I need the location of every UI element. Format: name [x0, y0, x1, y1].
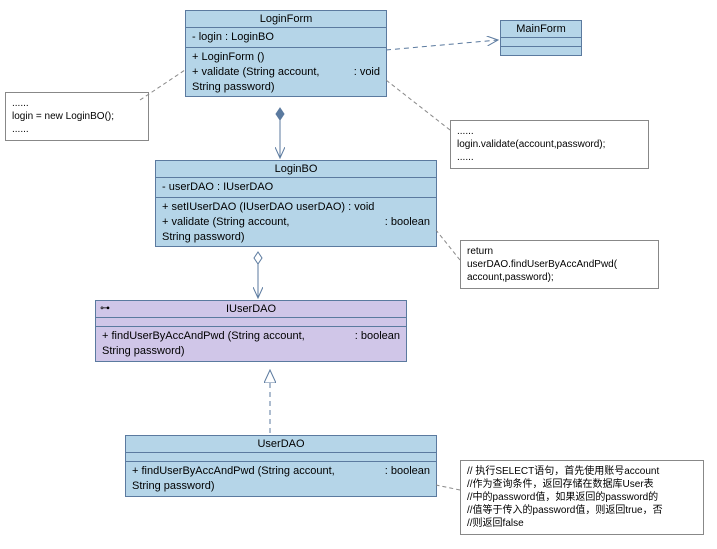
note-line: ...... [457, 151, 642, 164]
note-line: //中的password值，如果返回的password的 [467, 491, 697, 504]
class-userdao: UserDAO + findUserByAccAndPwd (String ac… [125, 435, 437, 497]
op-ret: : void [354, 65, 380, 80]
note-line: //值等于传入的password值，则返回true，否 [467, 504, 697, 517]
class-title: UserDAO [126, 436, 436, 453]
note-line: account,password); [467, 271, 652, 284]
note-line: // 执行SELECT语句，首先使用账号account [467, 465, 697, 478]
note-login-validate: ...... login.validate(account,password);… [450, 120, 649, 169]
op-text: + validate (String account, [192, 66, 320, 78]
note-return-userdao: return userDAO.findUserByAccAndPwd( acco… [460, 240, 659, 289]
empty-ops [501, 47, 581, 55]
note-line: login = new LoginBO(); [12, 110, 142, 123]
class-title: MainForm [501, 21, 581, 38]
note-line: ...... [12, 123, 142, 136]
class-loginform: LoginForm - login : LoginBO + LoginForm … [185, 10, 387, 97]
op-text: + findUserByAccAndPwd (String account, [102, 330, 305, 342]
class-title: LoginForm [186, 11, 386, 28]
note-select-comment: // 执行SELECT语句，首先使用账号account //作为查询条件，返回存… [460, 460, 704, 535]
op-ret: : boolean [355, 329, 400, 344]
op: + findUserByAccAndPwd (String account, :… [132, 464, 430, 479]
interface-stereo: ⊶ [100, 303, 110, 314]
note-line: ...... [12, 97, 142, 110]
class-title: ⊶ IUserDAO [96, 301, 406, 318]
empty-attrs [96, 318, 406, 327]
class-loginbo: LoginBO - userDAO : IUserDAO + setIUserD… [155, 160, 437, 247]
note-line: //则返回false [467, 517, 697, 530]
op: + validate (String account, : boolean [162, 215, 430, 230]
empty-attrs [126, 453, 436, 462]
op-cont: String password) [102, 344, 400, 359]
interface-iuserdao: ⊶ IUserDAO + findUserByAccAndPwd (String… [95, 300, 407, 362]
note-line: ...... [457, 125, 642, 138]
op: + findUserByAccAndPwd (String account, :… [102, 329, 400, 344]
op: + validate (String account, : void [192, 65, 380, 80]
empty-attrs [501, 38, 581, 47]
op-cont: String password) [192, 80, 380, 95]
note-line: login.validate(account,password); [457, 138, 642, 151]
op-ret: : boolean [385, 215, 430, 230]
class-title: LoginBO [156, 161, 436, 178]
op-cont: String password) [132, 479, 430, 494]
op-ret: : boolean [385, 464, 430, 479]
op-cont: String password) [162, 230, 430, 245]
attr: - login : LoginBO [192, 30, 380, 45]
attr: - userDAO : IUserDAO [162, 180, 430, 195]
op-text: + validate (String account, [162, 216, 290, 228]
op: + LoginForm () [192, 50, 380, 65]
note-line: //作为查询条件，返回存储在数据库User表 [467, 478, 697, 491]
note-line: userDAO.findUserByAccAndPwd( [467, 258, 652, 271]
note-login-new: ...... login = new LoginBO(); ...... [5, 92, 149, 141]
op-text: + findUserByAccAndPwd (String account, [132, 465, 335, 477]
class-mainform: MainForm [500, 20, 582, 56]
note-line: return [467, 245, 652, 258]
title-text: IUserDAO [226, 303, 276, 315]
op: + setIUserDAO (IUserDAO userDAO) : void [162, 200, 430, 215]
